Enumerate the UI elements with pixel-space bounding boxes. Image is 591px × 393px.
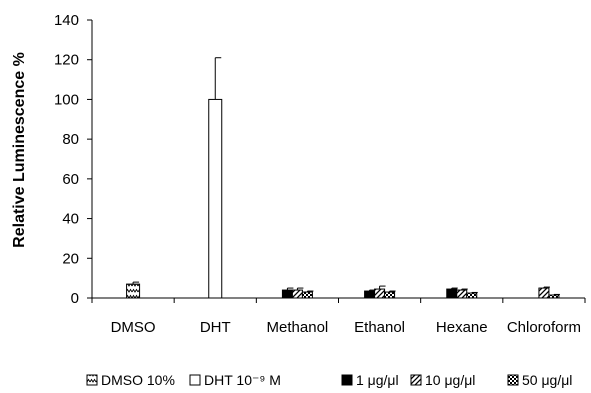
bar-ethanol-2 [364,290,376,299]
bar-hexane-2 [446,288,458,299]
bars [126,57,560,299]
y-tick-label: 60 [62,171,79,188]
bar-methanol-2 [281,289,293,299]
legend-swatch [410,374,422,386]
legend-swatch [507,374,519,386]
y-tick-label: 140 [54,12,79,29]
category-label: DHT [200,319,231,336]
y-tick-label: 0 [71,290,79,307]
legend-swatch [189,374,201,386]
bar-dht-1 [208,98,223,299]
legend-label: 50 μg/μl [522,372,572,388]
axes [91,20,585,299]
legend-label: DMSO 10% [101,372,175,388]
bar-hexane-3 [456,289,468,299]
legend-label: 10 μg/μl [425,372,475,388]
category-label: Chloroform [507,319,581,336]
y-tick-label: 40 [62,211,79,228]
legend-label: 1 μg/μl [356,372,399,388]
legend-label: DHT 10⁻⁹ M [204,372,281,388]
legend-swatch [86,374,98,386]
y-tick-label: 120 [54,52,79,69]
bar-dmso-0 [126,283,141,299]
category-labels: DMSO DHT Methanol Ethanol Hexane Chloroform [91,298,586,336]
y-tick-label: 80 [62,131,79,148]
bar-chloroform-4 [548,294,560,299]
y-ticks: 0 20 40 60 80 100 120 140 [54,12,92,307]
category-label: Hexane [436,319,488,336]
legend: DMSO 10% DHT 10⁻⁹ M 1 μg/μl 10 μg/μl 50 μg/μ… [86,372,572,388]
category-label: Methanol [267,319,329,336]
bar-ethanol-4 [384,291,396,299]
y-tick-label: 20 [62,250,79,267]
legend-swatch [341,374,353,386]
category-label: Ethanol [354,319,405,336]
bar-ethanol-3 [374,288,386,299]
bar-chloroform-3 [538,287,550,299]
y-tick-label: 100 [54,91,79,108]
bar-hexane-4 [466,292,478,299]
bar-methanol-3 [291,289,303,299]
category-label: DMSO [111,319,156,336]
bar-methanol-4 [301,291,313,299]
y-axis-label: Relative Luminescence % [11,52,28,248]
